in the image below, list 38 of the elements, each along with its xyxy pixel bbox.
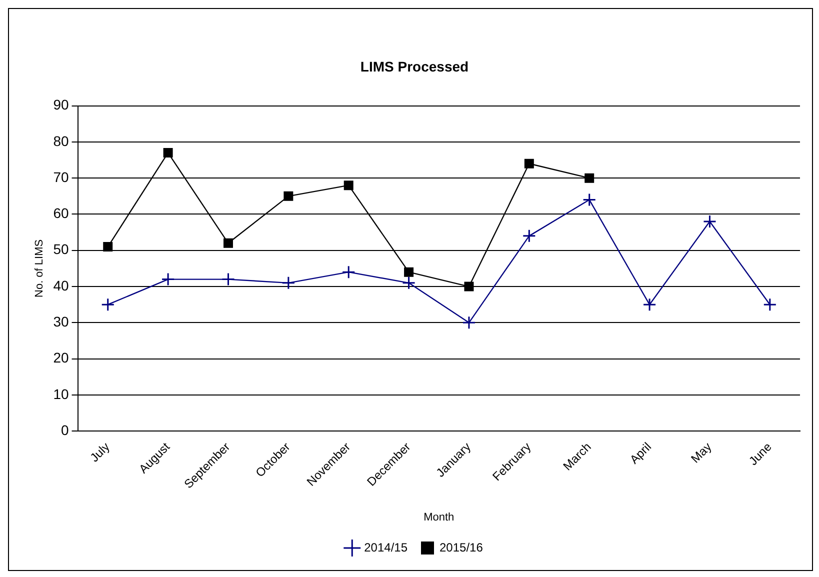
- point: [584, 173, 594, 183]
- point: [284, 191, 294, 201]
- point: [582, 193, 596, 207]
- point: [402, 276, 416, 290]
- point: [464, 282, 474, 292]
- point: [404, 267, 414, 277]
- y-tick-label: 20: [53, 350, 69, 366]
- point: [342, 265, 356, 279]
- y-tick-label: 70: [53, 168, 69, 185]
- point: [221, 272, 235, 286]
- x-tick-label: July: [87, 440, 112, 465]
- chart-title: LIMS Processed: [360, 58, 469, 74]
- y-tick-label: 50: [53, 241, 69, 258]
- y-tick-label: 0: [60, 422, 69, 438]
- legend-label: 2015/16: [440, 540, 484, 554]
- point: [161, 272, 175, 286]
- x-tick-label: May: [688, 440, 714, 466]
- x-axis-title: Month: [424, 511, 454, 524]
- y-tick-label: 30: [53, 314, 69, 330]
- point: [763, 298, 777, 312]
- point: [702, 214, 716, 228]
- point: [642, 298, 656, 312]
- y-axis-title: No. of LIMS: [34, 239, 46, 298]
- y-tick-label: 60: [53, 205, 69, 222]
- y-tick-label: 40: [53, 277, 69, 294]
- point: [163, 148, 173, 158]
- point: [282, 276, 296, 290]
- point: [103, 242, 113, 252]
- point: [524, 158, 534, 168]
- legend-label: 2014/15: [364, 540, 408, 554]
- point: [101, 298, 115, 312]
- point: [522, 229, 536, 243]
- y-tick-label: 10: [53, 386, 69, 402]
- point: [344, 180, 354, 190]
- y-tick-label: 80: [53, 132, 69, 149]
- y-tick-label: 90: [53, 96, 69, 113]
- point: [462, 316, 476, 330]
- point: [223, 238, 233, 248]
